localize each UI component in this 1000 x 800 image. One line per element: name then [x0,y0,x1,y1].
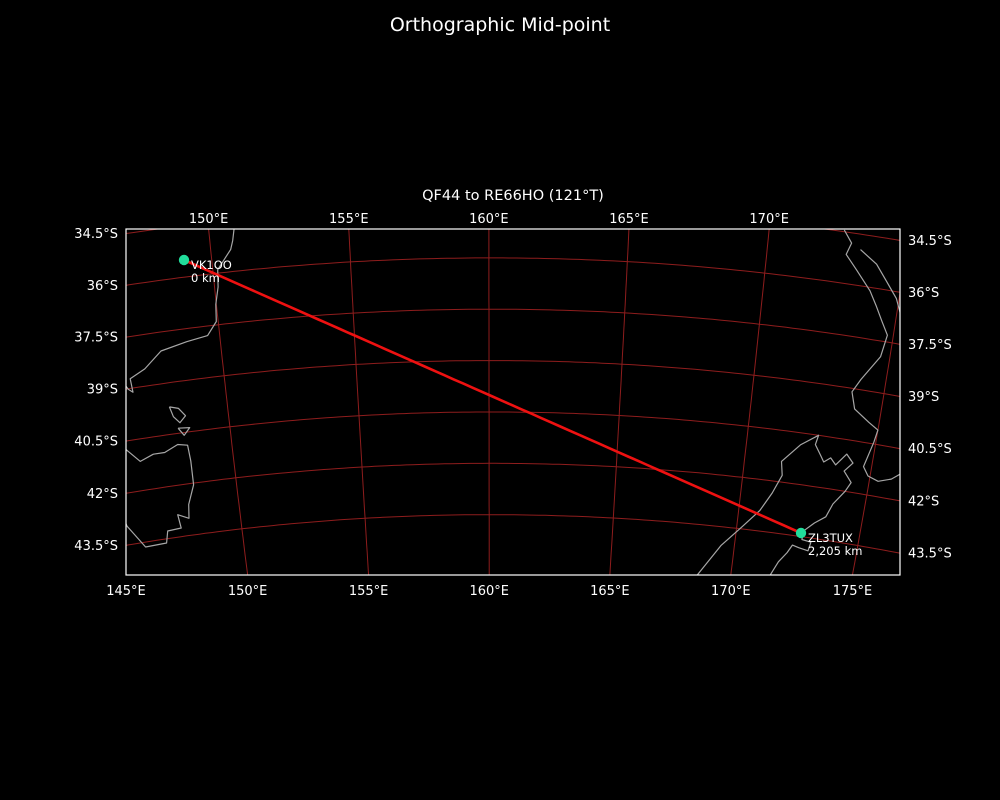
coastline-flinders_island [168,406,187,424]
graticule-parallel [126,308,900,345]
station-marker-vk1oo [178,254,190,266]
tick-label: 160°E [469,212,509,227]
coastline-cape_barren_island [177,427,191,436]
tick-label: 37.5°S [74,331,118,346]
tick-label: 39°S [87,383,118,398]
coastline-nz_north_island_east [860,249,900,315]
tick-label: 43.5°S [908,547,952,562]
tick-label: 42°S [87,487,118,502]
station-marker-zl3tux [795,527,807,539]
tick-label: 36°S [908,286,939,301]
tick-label: 34.5°S [908,234,952,249]
graticule-meridian [126,572,127,575]
coastline-nz_north_island_west [843,229,900,482]
tick-label: 39°S [908,390,939,405]
plot-border [125,228,901,576]
graticule-meridian [851,289,900,575]
graticule-meridian [208,229,249,575]
tick-label: 34.5°S [74,227,118,242]
tick-label: 40.5°S [908,442,952,457]
axes-title: QF44 to RE66HO (121°T) [422,188,604,204]
tick-label: 155°E [329,212,369,227]
graticule-meridian [730,229,770,575]
graticule-parallel [126,411,900,450]
coastline-tasmania [126,443,195,548]
figure-title: Orthographic Mid-point [389,14,611,36]
tick-label: 160°E [469,584,509,599]
graticule-meridian [609,229,630,575]
tick-label: 175°E [833,584,873,599]
station-distance-label: 2,205 km [808,544,862,558]
tick-label: 40.5°S [74,435,118,450]
station-callsign-label: VK1OO [191,258,232,272]
tick-label: 155°E [349,584,389,599]
tick-label: 145°E [106,584,146,599]
station-distance-label: 0 km [191,271,220,285]
tick-label: 170°E [711,584,751,599]
tick-label: 165°E [590,584,630,599]
tick-label: 165°E [609,212,649,227]
graticule-meridian [488,229,490,575]
tick-label: 43.5°S [74,539,118,554]
station-callsign-label: ZL3TUX [808,531,853,545]
tick-label: 36°S [87,279,118,294]
tick-label: 42°S [908,494,939,509]
tick-label: 150°E [189,212,229,227]
tick-label: 150°E [228,584,268,599]
coastline-australia_se [126,229,235,393]
coastline-nz_south_island [696,434,854,575]
tick-label: 170°E [749,212,789,227]
graticule-parallel [126,360,900,397]
graticule-meridian [348,229,370,575]
geodesic-path [183,258,802,535]
tick-label: 37.5°S [908,338,952,353]
